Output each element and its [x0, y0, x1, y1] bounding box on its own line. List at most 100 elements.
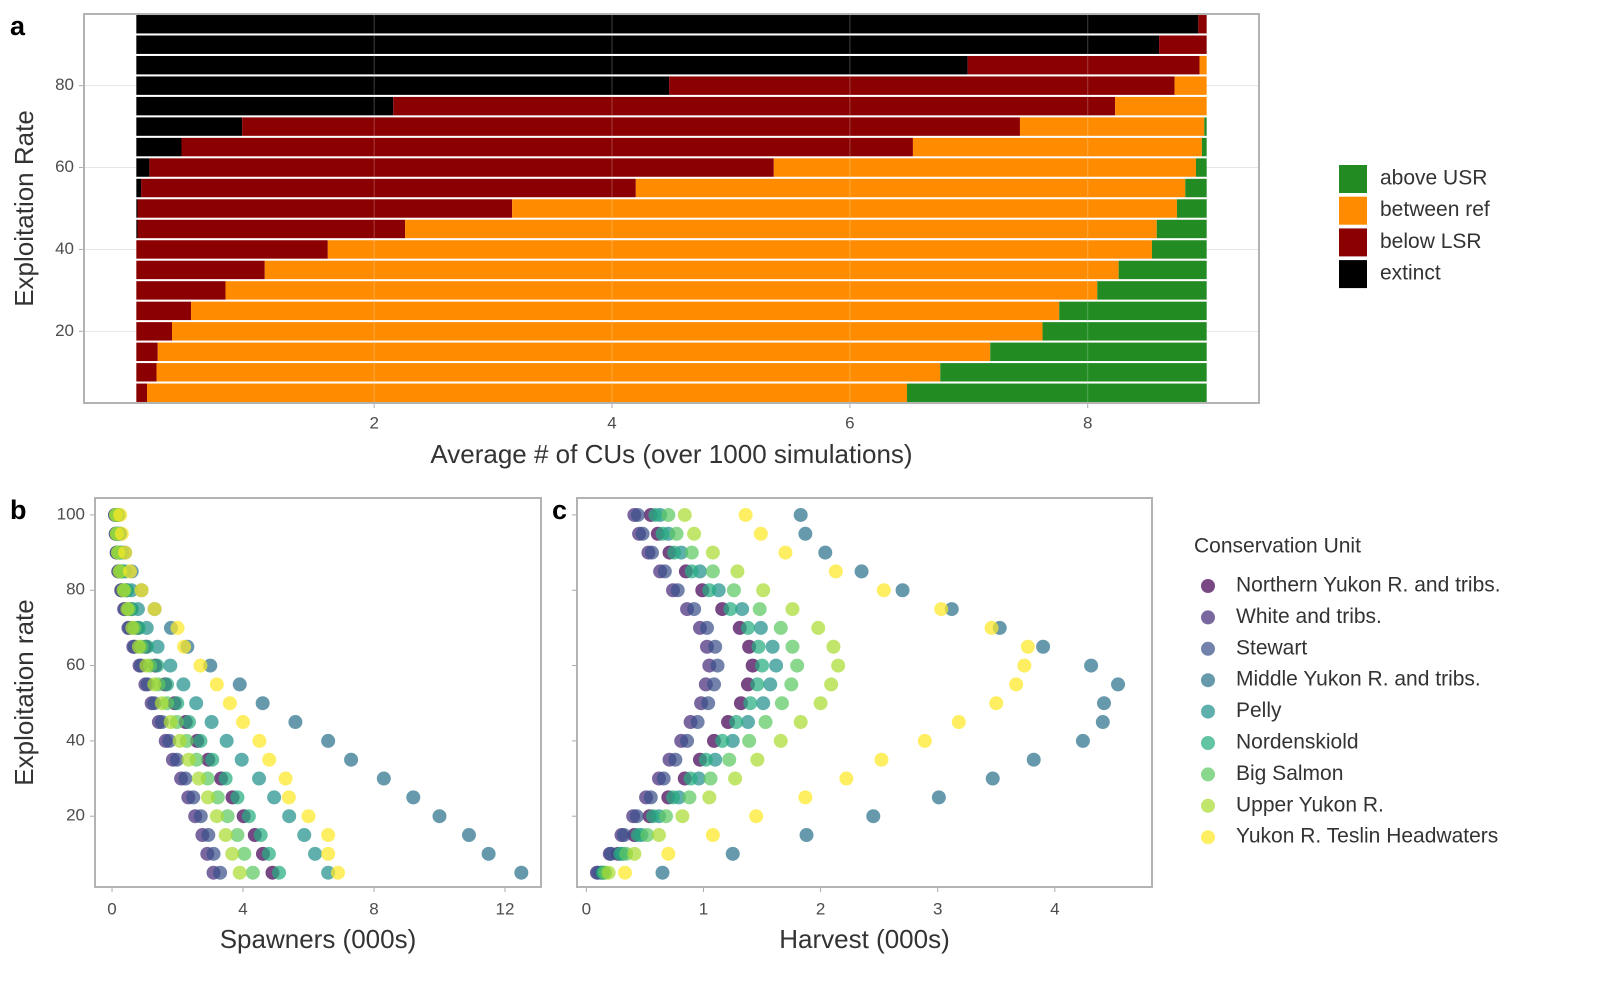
point	[798, 790, 813, 805]
point	[831, 658, 846, 673]
point	[723, 602, 738, 617]
point	[703, 771, 718, 786]
point	[726, 583, 741, 598]
point	[644, 545, 659, 560]
x-tick-label: 4	[238, 899, 247, 918]
bar-segment	[1195, 158, 1207, 177]
point	[261, 846, 276, 861]
point	[657, 564, 672, 579]
point	[793, 507, 808, 522]
point	[682, 790, 697, 805]
point	[669, 526, 684, 541]
bar-segment	[940, 363, 1207, 382]
bar-segment	[136, 281, 226, 300]
bar-segment	[136, 260, 265, 280]
point	[219, 733, 234, 748]
point	[481, 846, 496, 861]
point	[690, 715, 705, 730]
point	[1009, 677, 1024, 692]
point	[113, 507, 128, 522]
point	[301, 809, 316, 824]
y-axis-title: Exploitation Rate	[9, 110, 39, 307]
point	[646, 809, 661, 824]
point	[629, 809, 644, 824]
x-tick-label: 12	[496, 899, 515, 918]
point	[702, 790, 717, 805]
point	[984, 620, 999, 635]
point	[758, 715, 773, 730]
point	[616, 828, 631, 843]
point	[245, 865, 260, 880]
point	[705, 545, 720, 560]
point	[866, 809, 881, 824]
bar-segment	[1059, 301, 1207, 321]
point	[643, 790, 658, 805]
bar-segment	[136, 322, 173, 341]
point	[181, 715, 196, 730]
bar-segment	[136, 240, 328, 259]
point	[230, 828, 245, 843]
point	[755, 658, 770, 673]
point	[729, 715, 744, 730]
legend-key	[1201, 704, 1215, 719]
point	[989, 696, 1004, 711]
point	[798, 526, 813, 541]
point	[116, 583, 131, 598]
point	[131, 639, 146, 654]
bar-segment	[181, 137, 913, 157]
point	[722, 752, 737, 767]
bar-segment	[1151, 240, 1207, 259]
point	[710, 658, 725, 673]
point	[237, 846, 252, 861]
y-tick-label: 80	[55, 75, 74, 94]
point	[813, 696, 828, 711]
point	[191, 771, 206, 786]
point	[627, 846, 642, 861]
point	[1111, 677, 1126, 692]
point	[262, 752, 277, 767]
bar-segment	[1159, 35, 1207, 54]
point	[790, 658, 805, 673]
point	[147, 677, 162, 692]
x-tick-label: 2	[369, 413, 378, 432]
legend-label: Northern Yukon R. and tribs.	[1236, 574, 1501, 597]
x-tick-label: 0	[582, 899, 591, 918]
x-tick-label: 0	[107, 899, 116, 918]
point	[661, 507, 676, 522]
bar-segment	[773, 158, 1196, 177]
point	[209, 809, 224, 824]
bar-segment	[136, 137, 182, 157]
point	[753, 620, 768, 635]
point	[308, 846, 323, 861]
point	[705, 564, 720, 579]
point	[139, 658, 154, 673]
point	[282, 809, 297, 824]
x-tick-label: 6	[845, 413, 854, 432]
legend-label: Pelly	[1236, 699, 1282, 722]
point	[278, 771, 293, 786]
bar-segment	[136, 35, 1160, 54]
point	[232, 865, 247, 880]
point	[162, 733, 177, 748]
x-tick-label: 8	[1083, 413, 1092, 432]
point	[763, 677, 778, 692]
bar-segment	[136, 55, 968, 75]
bar-segment	[136, 363, 157, 382]
legend-label: extinct	[1380, 262, 1441, 285]
point	[123, 564, 138, 579]
point	[186, 790, 201, 805]
x-tick-label: 2	[816, 899, 825, 918]
point	[234, 752, 249, 767]
point	[824, 677, 839, 692]
point	[406, 790, 421, 805]
point	[255, 696, 270, 711]
legend-label: Middle Yukon R. and tribs.	[1236, 668, 1481, 691]
point	[112, 564, 127, 579]
bar-segment	[136, 96, 394, 116]
point	[749, 809, 764, 824]
bar-segment	[149, 158, 774, 177]
x-tick-label: 4	[1050, 899, 1059, 918]
bar-segment	[136, 301, 192, 321]
bar-segment	[172, 322, 1043, 341]
point	[376, 771, 391, 786]
